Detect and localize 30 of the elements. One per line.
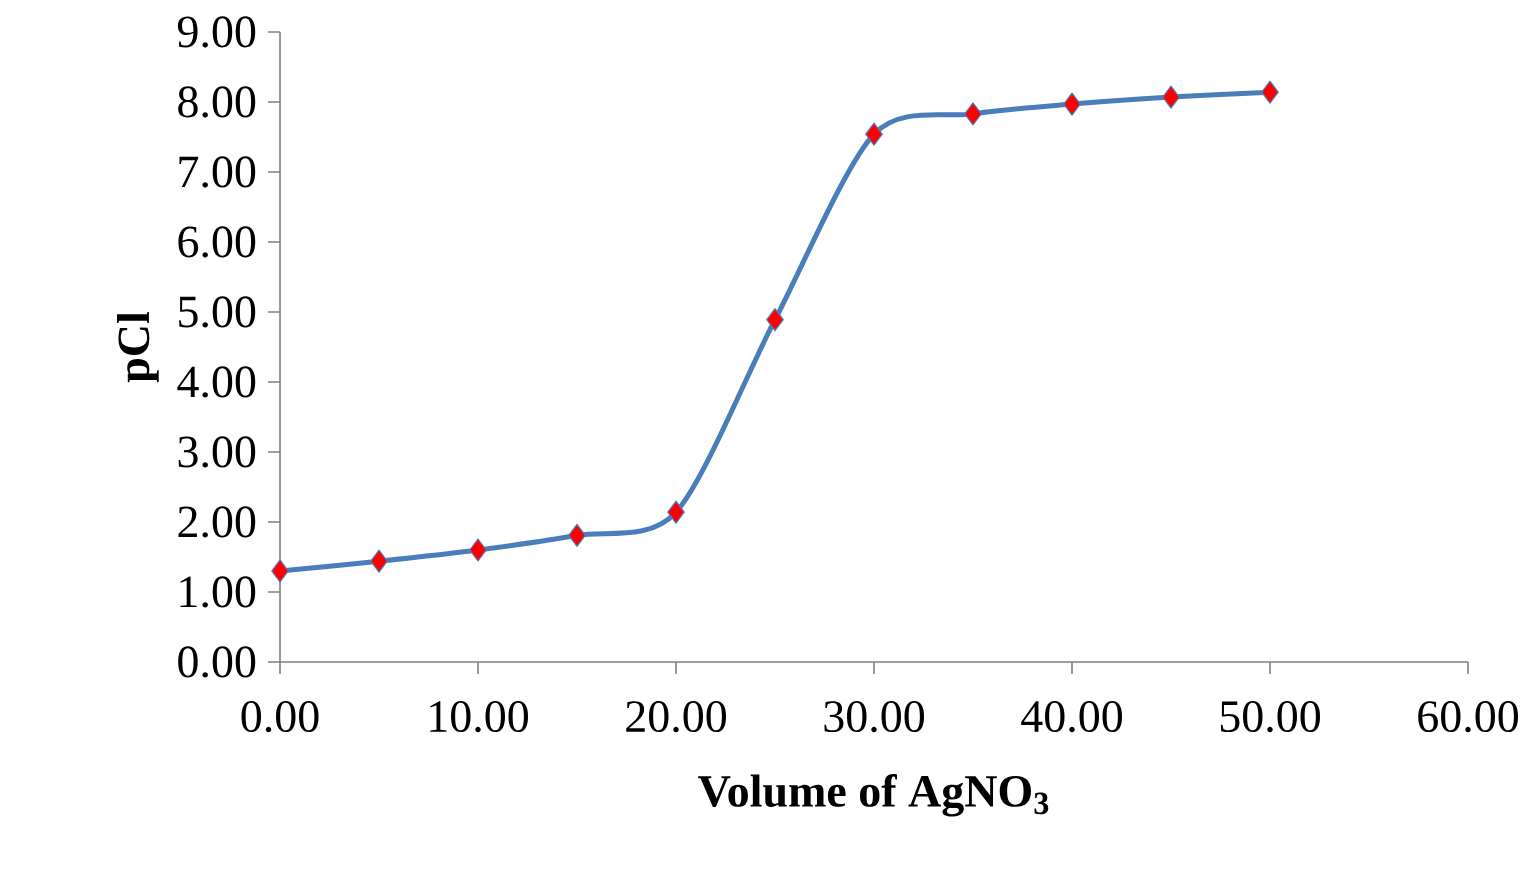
point <box>271 559 289 583</box>
x-tick-label: 0.00 <box>241 701 319 733</box>
point <box>469 538 487 562</box>
x-tick-label: 10.00 <box>430 701 529 733</box>
y-tick-label: 9.00 <box>177 16 256 48</box>
x-axis-title: Volume of AgNO$_{3}$ <box>698 774 1049 817</box>
y-tick-label: 7.00 <box>179 156 256 188</box>
y-tick-label: 8.00 <box>178 86 256 118</box>
y-axis-title: pCl <box>116 311 159 383</box>
y-tick-label: 6.00 <box>178 226 256 258</box>
point <box>865 122 883 146</box>
point <box>766 308 784 332</box>
y-tick-label: 4.00 <box>177 366 256 398</box>
point <box>370 549 388 573</box>
point <box>964 102 982 126</box>
y-tick-label: 1.00 <box>180 576 256 608</box>
y-tick-label: 2.00 <box>178 506 256 538</box>
x-tick-label: 50.00 <box>1220 701 1321 733</box>
point <box>1261 80 1279 104</box>
y-tick-label: 3.00 <box>178 436 256 468</box>
y-tick-label: 0.00 <box>178 646 256 678</box>
x-tick-label: 20.00 <box>626 701 727 733</box>
point <box>568 523 586 547</box>
x-tick-label: 60.00 <box>1418 701 1519 733</box>
x-tick-label: 30.00 <box>824 701 925 733</box>
y-tick-label: 5.00 <box>179 296 256 328</box>
point <box>1162 85 1180 109</box>
point <box>1063 92 1081 116</box>
point <box>667 500 685 524</box>
x-tick-label: 40.00 <box>1021 701 1123 733</box>
